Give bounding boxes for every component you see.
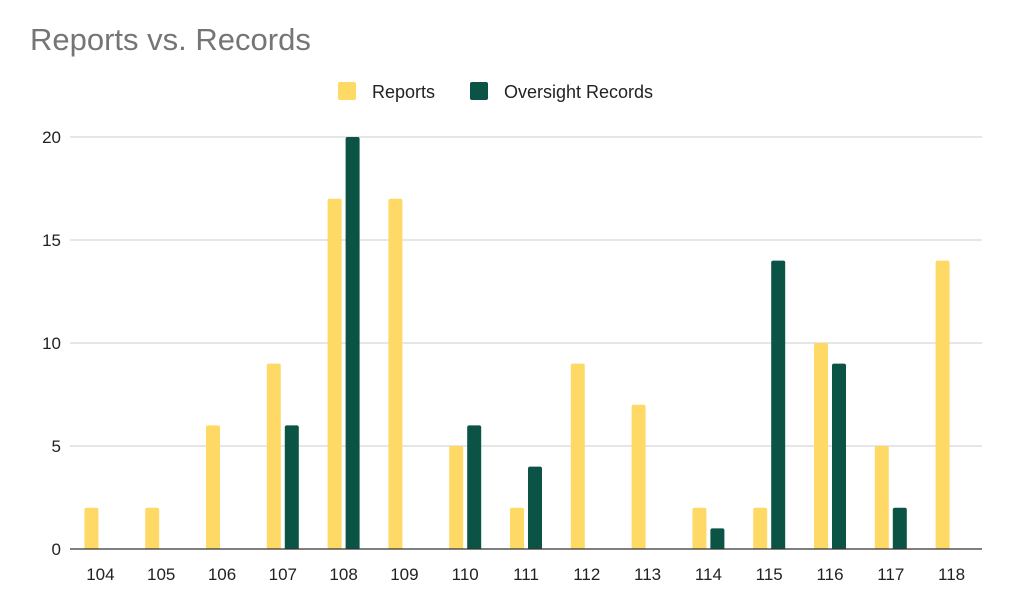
bar-reports-111	[510, 507, 524, 549]
y-tick-label: 20	[42, 128, 61, 147]
x-tick-label: 106	[208, 565, 236, 584]
y-tick-label: 0	[52, 540, 61, 559]
x-tick-label: 115	[756, 565, 783, 584]
bar-reports-109	[388, 198, 403, 550]
y-tick-label: 10	[42, 334, 61, 353]
bar-reports-105	[145, 507, 160, 549]
bar-oversight-records-108	[345, 137, 360, 549]
bar-reports-112	[570, 363, 585, 549]
x-tick-label: 118	[938, 565, 965, 584]
bar-reports-115	[753, 507, 768, 549]
bar-reports-116	[814, 343, 828, 549]
x-tick-label: 110	[452, 565, 479, 584]
x-tick-label: 107	[269, 565, 297, 584]
bar-reports-113	[631, 404, 646, 549]
bar-reports-107	[266, 363, 281, 549]
y-axis-ticks: 0 5 10 15 20	[42, 128, 61, 559]
bars	[84, 137, 950, 550]
x-tick-label: 109	[390, 565, 418, 584]
bar-oversight-records-107	[284, 425, 299, 549]
bar-oversight-records-111	[528, 466, 542, 549]
x-tick-label: 105	[147, 565, 175, 584]
y-tick-label: 15	[42, 231, 61, 250]
y-tick-label: 5	[52, 437, 61, 456]
bar-reports-118	[935, 260, 950, 549]
bar-reports-114	[692, 507, 707, 549]
bar-reports-110	[449, 446, 464, 549]
x-tick-label: 113	[634, 565, 661, 584]
gridlines	[70, 136, 982, 447]
chart-title: Reports vs. Records	[30, 22, 311, 57]
legend-swatch-reports	[338, 82, 356, 100]
bar-oversight-records-115	[771, 260, 786, 549]
x-tick-label: 117	[877, 565, 904, 584]
x-tick-label: 104	[86, 565, 114, 584]
bar-reports-106	[206, 425, 220, 549]
bar-reports-117	[874, 446, 889, 549]
x-axis-ticks: 104 105 106 107 108 109 110 111 112 113 114 115 116 1…	[86, 565, 965, 584]
bar-oversight-records-110	[467, 425, 482, 549]
bar-oversight-records-114	[710, 528, 725, 549]
bar-reports-104	[84, 507, 99, 549]
x-tick-label: 116	[816, 565, 843, 584]
bar-oversight-records-116	[832, 363, 846, 549]
legend-swatch-oversight-records	[470, 82, 488, 100]
legend-label-reports: Reports	[372, 82, 435, 102]
x-tick-label: 114	[695, 565, 722, 584]
bar-reports-108	[327, 198, 342, 550]
bar-oversight-records-117	[892, 507, 907, 549]
legend-label-oversight-records: Oversight Records	[504, 82, 653, 102]
legend: Reports Oversight Records	[338, 82, 653, 102]
x-tick-label: 111	[513, 565, 539, 584]
x-tick-label: 112	[573, 565, 600, 584]
x-tick-label: 108	[329, 565, 357, 584]
